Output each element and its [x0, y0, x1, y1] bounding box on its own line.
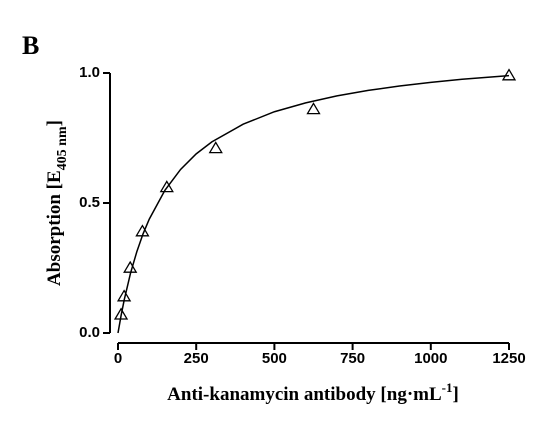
panel-label: B: [22, 31, 39, 60]
data-point: [116, 289, 132, 302]
data-point: [306, 102, 321, 115]
data-point: [113, 307, 129, 320]
x-tick-label: 250: [184, 350, 209, 367]
y-label-end: ]: [44, 120, 65, 126]
x-tick-label: 750: [340, 350, 365, 367]
x-label-sup: -1: [442, 380, 453, 395]
y-tick-label: 0.5: [79, 194, 100, 211]
x-label-text: Anti-kanamycin antibody [ng·mL: [167, 384, 442, 405]
y-axis-label: Absorption [E405 nm]: [44, 120, 70, 286]
x-label-end: ]: [453, 384, 459, 405]
x-tick-label: 1000: [414, 350, 447, 367]
y-tick-label: 1.0: [79, 64, 100, 81]
x-tick-label: 500: [262, 350, 287, 367]
y-tick-label: 0.0: [79, 324, 100, 341]
data-point: [159, 180, 174, 193]
data-point: [208, 141, 223, 154]
fit-curve: [117, 74, 510, 334]
x-tick-label: 1250: [492, 350, 525, 367]
x-axis-label: Anti-kanamycin antibody [ng·mL-1]: [167, 380, 459, 405]
data-point: [135, 224, 150, 237]
y-label-text: Absorption [E: [44, 170, 65, 286]
data-point: [123, 260, 138, 273]
y-label-sub: 405 nm: [55, 126, 70, 170]
x-tick-label: 0: [114, 350, 122, 367]
data-point: [501, 68, 517, 81]
